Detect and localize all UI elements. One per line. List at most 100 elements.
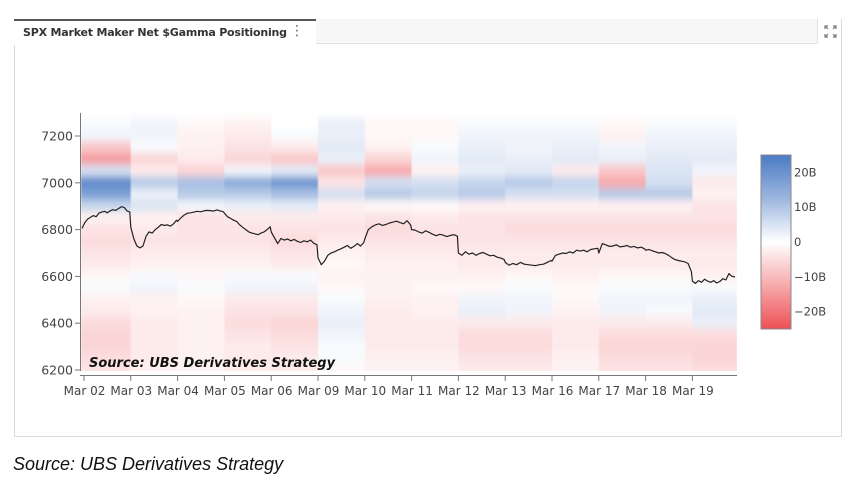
heatmap-cell [177,363,225,371]
heatmap-cell [177,340,225,353]
heatmap-cell [364,281,412,295]
heatmap-cell [552,258,600,272]
heatmap-cell [224,234,272,248]
heatmap-cell [130,223,178,236]
heatmap-cell [458,351,506,365]
heatmap-cell [318,176,366,190]
heatmap-cell [271,176,319,190]
heatmap-cell [458,270,506,283]
heatmap-cell [318,117,366,131]
heatmap-cell [505,316,553,330]
x-tick-label: Mar 06 [251,384,293,398]
heatmap-cell [458,141,506,155]
heatmap-cell [81,129,132,143]
x-tick-label: Mar 12 [438,384,480,398]
heatmap-cell [645,316,693,330]
heatmap-cell [81,234,132,248]
heatmap-cell [177,199,225,213]
heatmap-cell [552,281,600,295]
kebab-menu-icon[interactable]: ⋮ [290,23,304,39]
heatmap-cell [177,234,225,248]
heatmap-cell [458,234,506,248]
x-tick-label: Mar 02 [64,384,106,398]
heatmap-cell [598,153,646,166]
heatmap-cell [411,293,459,307]
heatmap-cell [505,293,553,307]
heatmap-cell [598,258,646,272]
heatmap-cell [177,270,225,283]
expand-button[interactable] [817,19,842,44]
heatmap-cell [598,211,646,225]
heatmap-cell [552,176,600,190]
heatmap-cell [411,141,459,155]
heatmap-cell [598,305,646,318]
heatmap-cell [645,153,693,166]
heatmap-cell [271,293,319,307]
heatmap-cell [224,281,272,295]
heatmap-cell [364,316,412,330]
tab-gamma-positioning[interactable]: SPX Market Maker Net $Gamma Positioning … [14,19,316,45]
heatmap-cell [552,340,600,353]
heatmap-cell [318,234,366,248]
heatmap-cell [411,328,459,342]
heatmap-cell [552,211,600,225]
heatmap-cell [130,281,178,295]
heatmap-cell [81,270,132,283]
heatmap-cell [598,351,646,365]
heatmap-cell [81,351,132,365]
heatmap-cell [552,117,600,131]
chart-source-annotation: Source: UBS Derivatives Strategy [89,356,336,371]
heatmap-cell [411,270,459,283]
heatmap-cell [224,316,272,330]
spx-price-line [81,206,736,284]
heatmap-cell [81,164,132,178]
heatmap-cell [224,363,272,371]
heatmap-cell [318,270,366,283]
heatmap-cell [364,246,412,260]
heatmap-cell [177,246,225,260]
heatmap-cell [224,164,272,178]
heatmap-cell [81,153,132,166]
heatmap-cell [224,199,272,213]
heatmap-cell [271,328,319,342]
heatmap-cell [505,129,553,143]
heatmap-cell [552,153,600,166]
heatmap-cell [598,234,646,248]
heatmap-cell [271,281,319,295]
heatmap-cell [692,246,737,260]
heatmap-cell [364,234,412,248]
expand-icon [824,25,837,38]
heatmap-cell [458,199,506,213]
colorbar-tick-label: 0 [794,235,801,249]
heatmap-cell [177,328,225,342]
heatmap-cell [692,305,737,318]
heatmap-cell [81,176,132,190]
heatmap-cell [458,340,506,353]
heatmap-cell [81,211,132,225]
heatmap-cell [81,363,132,371]
heatmap-cell [364,188,412,201]
heatmap-cell [645,258,693,272]
heatmap-cell [505,117,553,131]
heatmap-cell [645,188,693,201]
heatmap-cell [552,246,600,260]
heatmap-cell [552,164,600,178]
heatmap-cell [318,293,366,307]
heatmap-cell [505,351,553,365]
heatmap-cell [552,305,600,318]
heatmap-cell [458,188,506,201]
heatmap-cell [458,176,506,190]
heatmap-cell [692,293,737,307]
y-tick-label: 6600 [41,269,73,284]
heatmap-cell [177,153,225,166]
heatmap-cell [318,363,366,371]
heatmap-cell [552,328,600,342]
heatmap-cell [224,129,272,143]
heatmap-cell [598,270,646,283]
heatmap-cell [552,293,600,307]
y-tick-label: 7200 [41,129,73,144]
heatmap-cell [458,211,506,225]
heatmap-cell [552,223,600,236]
heatmap-cell [271,117,319,131]
heatmap-cell [177,293,225,307]
